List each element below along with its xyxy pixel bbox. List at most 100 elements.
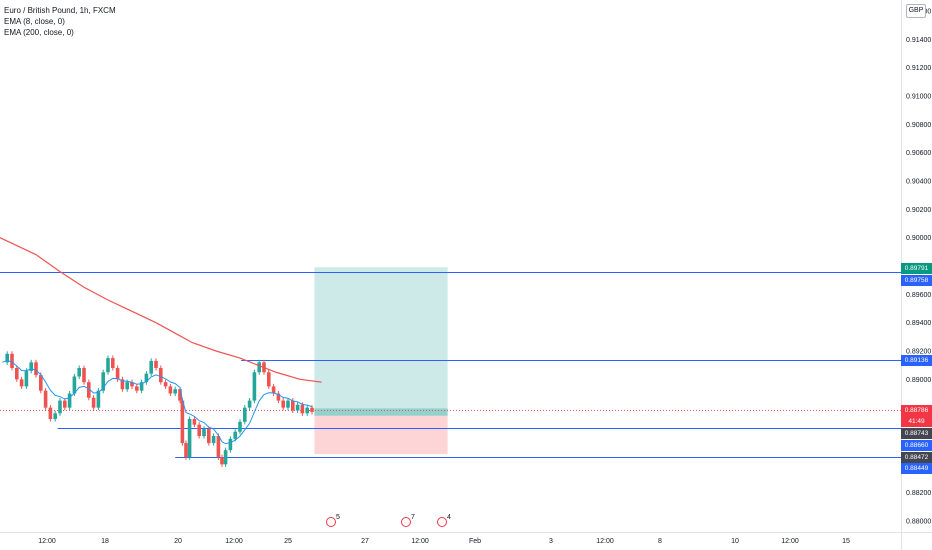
price-axis-label: 0.88743 xyxy=(901,428,932,439)
price-tick-label: 0.90400 xyxy=(906,179,931,186)
candle-body xyxy=(202,428,206,437)
candle-body xyxy=(154,360,158,369)
price-tick-label: 0.90800 xyxy=(906,122,931,129)
event-marker-count: 5 xyxy=(336,514,340,521)
candle-body xyxy=(180,400,185,444)
candle-body xyxy=(295,404,300,411)
candle-body xyxy=(149,360,153,374)
symbol-title[interactable]: Euro / British Pound, 1h, FXCM xyxy=(4,6,116,15)
candle-body xyxy=(233,431,237,439)
candle-body xyxy=(24,370,29,387)
price-axis-label: 0.88786 xyxy=(901,405,932,416)
price-axis-label: 0.88472 xyxy=(901,452,932,463)
price-tick-label: 0.89600 xyxy=(906,292,931,299)
candle-body xyxy=(120,379,125,390)
ema-200-line xyxy=(0,237,322,383)
candle-body xyxy=(305,407,309,414)
indicator-ema-200[interactable]: EMA (200, close, 0) xyxy=(4,28,74,37)
candles xyxy=(5,351,314,467)
candle-body xyxy=(276,393,281,401)
event-marker-count: 4 xyxy=(447,514,451,521)
candle-body xyxy=(115,368,120,380)
price-tick-label: 0.88200 xyxy=(906,490,931,497)
candle-body xyxy=(58,400,62,414)
ema-8-line xyxy=(2,359,313,445)
candle-body xyxy=(159,368,163,383)
candle-body xyxy=(10,353,14,369)
time-tick-label: 12:00 xyxy=(596,538,614,545)
chart-legend: Euro / British Pound, 1h, FXCM EMA (8, c… xyxy=(4,5,116,38)
event-marker: 7 xyxy=(401,514,415,527)
time-tick-label: 12:00 xyxy=(411,538,429,545)
price-axis-label: 0.88449 xyxy=(901,463,932,474)
time-tick-label: 3 xyxy=(549,538,553,545)
candle-body xyxy=(281,400,285,408)
time-tick-label: Feb xyxy=(469,538,481,545)
price-tick-label: 0.89200 xyxy=(906,349,931,356)
time-tick-label: 12:00 xyxy=(38,538,56,545)
candle-body xyxy=(43,390,48,408)
candle-body xyxy=(216,436,221,458)
price-tick-label: 0.89000 xyxy=(906,377,931,384)
candle-body xyxy=(96,390,101,408)
currency-badge[interactable]: GBP xyxy=(906,4,926,18)
loss-zone xyxy=(314,415,448,455)
price-tick-label: 0.91400 xyxy=(906,37,931,44)
price-tick-label: 0.91200 xyxy=(906,65,931,72)
price-tick-label: 0.89400 xyxy=(906,320,931,327)
price-tick-label: 0.90200 xyxy=(906,207,931,214)
candle-body xyxy=(163,382,168,387)
candle-body xyxy=(267,372,271,387)
candle-body xyxy=(19,379,24,387)
candle-body xyxy=(271,386,276,394)
candle-body xyxy=(300,404,305,414)
candle-body xyxy=(173,389,177,394)
time-tick-label: 12:00 xyxy=(781,538,799,545)
candle-body xyxy=(192,419,197,425)
candle-body xyxy=(63,400,67,408)
candle-body xyxy=(168,386,173,394)
candle-body xyxy=(197,424,201,437)
candle-body xyxy=(53,413,57,420)
price-axis-label: 41:49 xyxy=(901,416,932,427)
candle-body xyxy=(291,400,295,411)
event-marker-icon xyxy=(437,517,447,527)
candle-body xyxy=(82,368,86,383)
time-tick-label: 12:00 xyxy=(225,538,243,545)
candle-body xyxy=(247,400,252,408)
candle-body xyxy=(144,373,149,383)
price-tick-label: 0.88000 xyxy=(906,519,931,526)
time-tick-label: 10 xyxy=(731,538,739,545)
candle-body xyxy=(34,362,38,376)
indicator-ema-8[interactable]: EMA (8, close, 0) xyxy=(4,17,65,26)
candle-body xyxy=(243,407,247,422)
time-tick-label: 27 xyxy=(361,538,369,545)
candle-body xyxy=(125,382,129,390)
candle-body xyxy=(5,353,9,363)
time-tick-label: 15 xyxy=(842,538,850,545)
candle-body xyxy=(238,421,242,432)
candle-body xyxy=(220,457,224,465)
candle-body xyxy=(87,382,91,398)
price-tick-label: 0.91000 xyxy=(906,94,931,101)
candle-body xyxy=(135,386,139,391)
price-axis-label: 0.89136 xyxy=(901,355,932,366)
candle-body xyxy=(106,358,110,373)
candle-body xyxy=(310,407,314,412)
event-marker-icon xyxy=(401,517,411,527)
candle-body xyxy=(187,419,192,458)
candle-body xyxy=(48,407,53,420)
candle-body xyxy=(286,400,290,408)
candle-body xyxy=(207,428,211,444)
price-axis-label: 0.89791 xyxy=(901,263,932,274)
price-axis-label: 0.89758 xyxy=(901,275,932,286)
time-tick-label: 8 xyxy=(658,538,662,545)
event-marker: 5 xyxy=(326,514,340,527)
candle-body xyxy=(178,389,182,401)
candle-body xyxy=(252,372,257,401)
event-marker-icon xyxy=(326,517,336,527)
time-tick-label: 25 xyxy=(284,538,292,545)
time-axis: 12:00 18 20 12:00 25 27 12:00 Feb 3 12:00 8 10 12:00… xyxy=(38,538,850,545)
candle-body xyxy=(29,362,33,371)
